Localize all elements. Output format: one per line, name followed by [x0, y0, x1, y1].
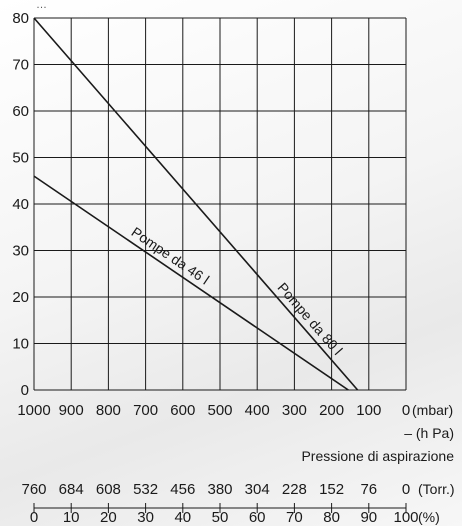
x-tick-label-torr: 684: [59, 481, 84, 498]
x-tick-label-mbar: 900: [59, 402, 84, 419]
x-axis-ticks-torr: 760 684 608 532 456 380 304 228 152 76 0: [21, 481, 410, 498]
x-tick-label-torr: 456: [170, 481, 195, 498]
x-tick-label-torr: 608: [96, 481, 121, 498]
x-tick-label-mbar: 300: [282, 402, 307, 419]
x-tick-label-mbar: 200: [319, 402, 344, 419]
y-tick-label: 40: [12, 196, 29, 213]
series-lines: [33, 17, 359, 391]
x-tick-label-torr: 304: [245, 481, 270, 498]
x-tick-label-percent: 60: [249, 509, 266, 526]
y-tick-label: 30: [12, 243, 29, 260]
x-tick-label-mbar: 600: [170, 402, 195, 419]
x-tick-label-percent: 10: [63, 509, 80, 526]
top-caption: …: [36, 0, 47, 11]
y-tick-label: 60: [12, 103, 29, 120]
x-tick-label-mbar: 100: [356, 402, 381, 419]
x-tick-label-percent: 100: [393, 509, 418, 526]
x-tick-label-percent: 80: [323, 509, 340, 526]
x-tick-label-percent: 70: [286, 509, 303, 526]
x-tick-label-torr: 152: [319, 481, 344, 498]
x-tick-label-percent: 0: [30, 509, 38, 526]
x-tick-label-torr: 760: [21, 481, 46, 498]
x-tick-label-torr: 76: [360, 481, 377, 498]
x-axis-ticks-mbar: 1000 900 800 700 600 500 400 300 200 100 0: [17, 402, 410, 419]
y-tick-label: 50: [12, 150, 29, 167]
x-unit-mbar: (mbar): [412, 402, 453, 418]
x-unit-torr: (Torr.): [418, 481, 455, 497]
x-tick-label-percent: 30: [137, 509, 154, 526]
x-axis-ticks-percent: 0 10 20 30 40 50 60 70 80 90 100: [30, 503, 419, 526]
y-axis-ticks: 0 10 20 30 40 50 60 70 80: [12, 10, 29, 399]
series-line: [33, 175, 349, 391]
grid: [33, 17, 407, 391]
x-tick-label-percent: 90: [360, 509, 377, 526]
x-unit-percent: (%): [418, 509, 440, 525]
x-tick-label-torr: 532: [133, 481, 158, 498]
series-label: Pompe da 46 l: [129, 224, 213, 288]
y-tick-label: 80: [12, 10, 29, 27]
x-tick-label-percent: 20: [100, 509, 117, 526]
x-tick-label-mbar: 700: [133, 402, 158, 419]
series-line: [33, 17, 359, 391]
y-tick-label: 10: [12, 336, 29, 353]
x-axis-title: Pressione di aspirazione: [301, 448, 454, 464]
y-tick-label: 0: [21, 382, 29, 399]
x-tick-label-torr: 228: [282, 481, 307, 498]
y-tick-label: 70: [12, 57, 29, 74]
x-tick-label-percent: 50: [212, 509, 229, 526]
x-unit-hpa: – (h Pa): [404, 425, 454, 441]
x-tick-label-mbar: 500: [207, 402, 232, 419]
x-tick-label-mbar: 1000: [17, 402, 50, 419]
y-tick-label: 20: [12, 289, 29, 306]
x-tick-label-torr: 380: [207, 481, 232, 498]
x-tick-label-mbar: 400: [245, 402, 270, 419]
x-tick-label-torr: 0: [402, 481, 410, 498]
x-tick-label-mbar: 0: [402, 402, 410, 419]
x-tick-label-mbar: 800: [96, 402, 121, 419]
x-tick-label-percent: 40: [174, 509, 191, 526]
